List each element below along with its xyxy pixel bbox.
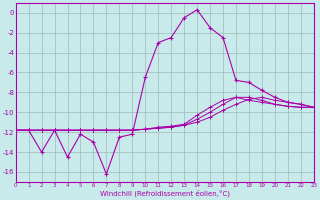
X-axis label: Windchill (Refroidissement éolien,°C): Windchill (Refroidissement éolien,°C) (100, 190, 230, 197)
